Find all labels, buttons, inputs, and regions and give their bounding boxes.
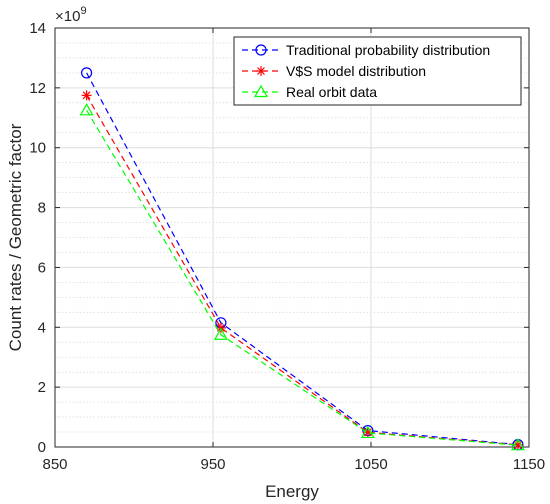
y-tick-label: 12 xyxy=(29,80,46,97)
data-point-star xyxy=(81,90,92,101)
data-point-triangle xyxy=(510,437,525,451)
x-tick-label: 950 xyxy=(200,456,225,473)
data-point-triangle xyxy=(213,327,228,340)
series-2 xyxy=(81,90,523,450)
legend-label: Real orbit data xyxy=(286,84,377,100)
x-tick-label: 1050 xyxy=(354,456,387,473)
series-line xyxy=(86,72,518,446)
legend-box xyxy=(233,36,522,106)
y-tick-label: 0 xyxy=(38,439,46,456)
legend-item: V$S model distribution xyxy=(242,63,426,79)
y-tick-label: 10 xyxy=(29,140,46,157)
legend-item: Real orbit data xyxy=(242,84,377,100)
series-1 xyxy=(80,67,524,451)
star-stroke xyxy=(82,91,91,100)
data-point-circle xyxy=(255,44,267,56)
ticks: 0 2 4 6 8 10 12 14 850 950 1050 1150 xyxy=(29,20,545,473)
y-exponent-power: 9 xyxy=(80,5,86,17)
y-exponent-base: ×10 xyxy=(55,8,80,25)
y-exponent-label: ×109 xyxy=(55,5,87,25)
y-tick-label: 8 xyxy=(38,200,46,217)
series-3 xyxy=(79,103,525,451)
x-axis-label: Energy xyxy=(265,482,319,501)
legend-label: V$S model distribution xyxy=(286,63,426,79)
y-tick-label: 6 xyxy=(38,259,46,276)
plot-frame xyxy=(54,27,530,448)
data-point-triangle xyxy=(79,103,94,116)
y-tick-label: 2 xyxy=(38,379,46,396)
data-point-triangle xyxy=(253,84,269,98)
y-tick-label: 14 xyxy=(29,20,46,37)
x-tick-label: 1150 xyxy=(513,456,545,473)
x-tick-label: 850 xyxy=(42,456,67,473)
star-stroke xyxy=(257,67,265,75)
y-tick-label: 4 xyxy=(38,319,46,336)
data-point-circle xyxy=(80,67,93,79)
series-layer xyxy=(79,67,525,451)
data-point-star xyxy=(256,66,266,76)
legend-item: Traditional probability distribution xyxy=(242,42,490,58)
legend-label: Traditional probability distribution xyxy=(286,42,490,58)
y-axis-label: Count rates / Geometric factor xyxy=(6,123,25,351)
legend: Traditional probability distribution V$S … xyxy=(233,36,522,106)
series-line xyxy=(86,109,518,446)
data-point-triangle xyxy=(360,425,375,439)
